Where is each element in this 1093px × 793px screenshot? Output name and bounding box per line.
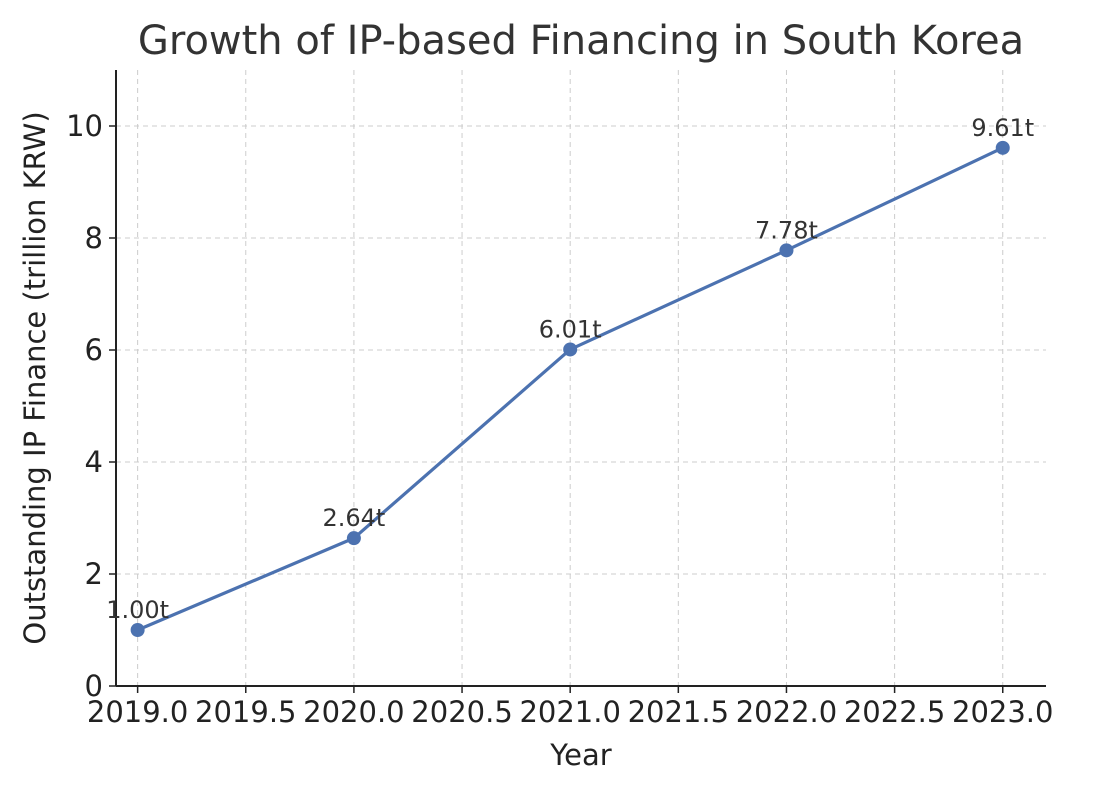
x-tick-label: 2020.0 — [303, 695, 404, 729]
axes — [115, 70, 1046, 687]
x-ticks: 2019.0 2019.5 2020.0 2020.5 2021.0 2021.5 2022… — [87, 686, 1053, 729]
y-tick-label: 8 — [85, 221, 103, 255]
data-point — [346, 531, 361, 546]
grid — [116, 70, 1046, 687]
y-tick-label: 0 — [85, 669, 103, 703]
x-tick-label: 2020.5 — [411, 695, 512, 729]
data-label: 9.61t — [971, 114, 1034, 142]
x-tick-label: 2021.0 — [519, 695, 620, 729]
data-label: 6.01t — [539, 315, 602, 343]
data-label: 2.64t — [322, 504, 385, 532]
chart-title: Growth of IP-based Financing in South Ko… — [138, 18, 1024, 64]
data-label: 1.00t — [106, 596, 169, 624]
x-tick-label: 2022.5 — [844, 695, 945, 729]
data-point — [779, 243, 794, 258]
y-tick-label: 10 — [66, 109, 103, 143]
y-ticks: 0 2 4 6 8 10 — [66, 109, 116, 703]
data-point — [130, 623, 145, 637]
x-tick-label: 2019.5 — [195, 695, 296, 729]
x-tick-label: 2019.0 — [87, 695, 188, 729]
y-tick-label: 4 — [85, 445, 103, 479]
data-label: 7.78t — [755, 216, 818, 244]
x-tick-label: 2023.0 — [952, 695, 1053, 729]
data-point — [995, 140, 1010, 155]
data-point — [563, 342, 578, 357]
x-tick-label: 2022.0 — [736, 695, 837, 729]
y-axis-label: Outstanding IP Finance (trillion KRW) — [18, 111, 52, 644]
y-tick-label: 6 — [85, 333, 103, 367]
y-tick-label: 2 — [85, 557, 103, 591]
data-labels: 1.00t 2.64t 6.01t 7.78t 9.61t — [106, 114, 1034, 624]
x-tick-label: 2021.5 — [628, 695, 729, 729]
x-axis-label: Year — [549, 738, 611, 772]
series — [130, 140, 1010, 637]
